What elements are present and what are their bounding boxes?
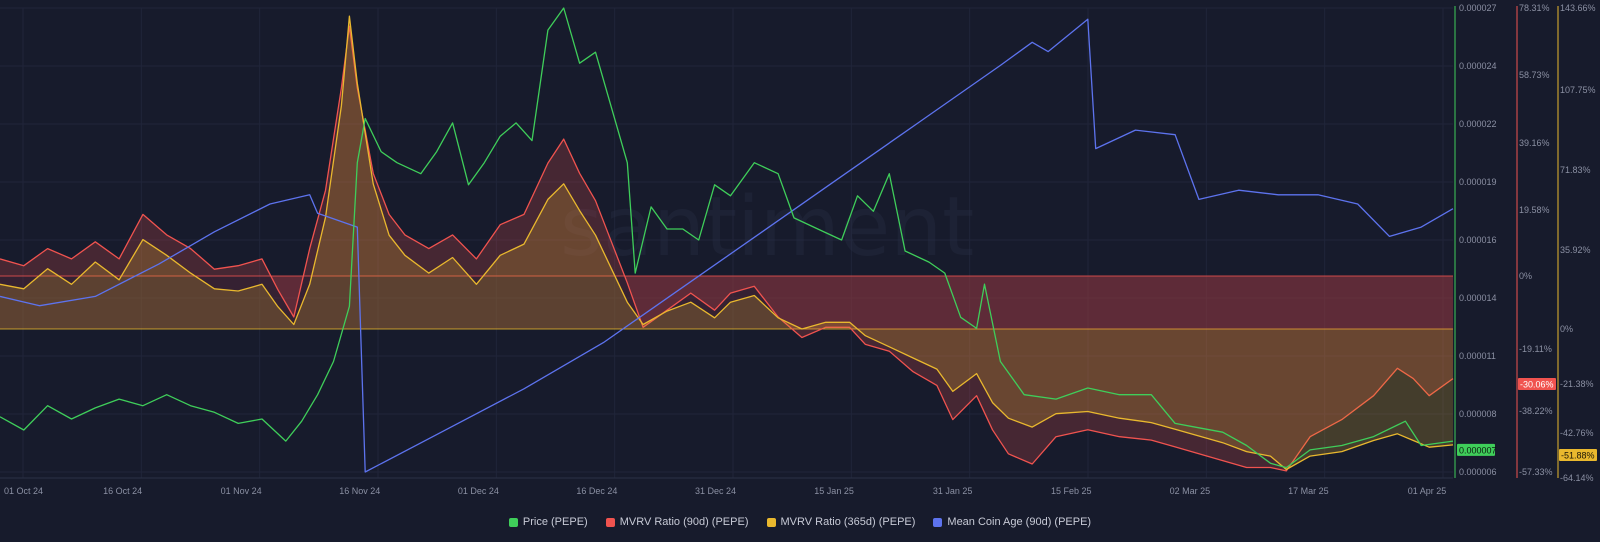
price-tick-label: 0.000008: [1459, 409, 1497, 419]
mvrv-ratio-90d-pepe-line: [0, 25, 1454, 472]
x-tick-label: 31 Dec 24: [695, 486, 736, 496]
price-pepe-line: [0, 7, 1454, 469]
axes-layer: 0.000027 0.000024 0.000022 0.000019 0.000016…: [1454, 3, 1597, 483]
mvrv90-tick-label: -57.33%: [1519, 467, 1553, 477]
mvrv365-tick-label: 35.92%: [1560, 245, 1591, 255]
x-tick-label: 02 Mar 25: [1170, 486, 1211, 496]
legend-label: Price (PEPE): [522, 516, 588, 528]
mvrv90-current-value: -30.06%: [1520, 380, 1554, 390]
chart-canvas: santiment 0.0000270.0000240.0000220.0000…: [0, 3, 1597, 496]
legend-item[interactable]: Price (PEPE): [508, 516, 588, 528]
mvrv90-current-badge: [1518, 378, 1556, 390]
legend-label: MVRV Ratio (365d) (PEPE): [780, 516, 916, 528]
price-tick-label: 0.000011: [1459, 351, 1496, 361]
price-tick-label: 0.000014: [1459, 293, 1497, 303]
legend-label: Mean Coin Age (90d) (PEPE): [947, 516, 1092, 528]
legend-swatch: [508, 517, 518, 527]
mvrv365-tick-label: 143.66%: [1560, 3, 1596, 13]
price-current-value: 0.000007: [1459, 445, 1497, 455]
price-tick-label: 0.000027: [1459, 3, 1497, 13]
santiment-watermark: santiment: [560, 180, 974, 275]
legend-item[interactable]: MVRV Ratio (90d) (PEPE): [605, 516, 749, 528]
mvrv90-tick-label: -38.22%: [1519, 406, 1553, 416]
x-tick-label: 01 Nov 24: [221, 486, 262, 496]
mvrv-zero-bands: [0, 275, 1453, 330]
x-tick-label: 15 Jan 25: [814, 486, 854, 496]
mvrv-ratio-90d-pepe-area: [0, 26, 1453, 471]
mvrv90-tick-label: 19.58%: [1519, 205, 1550, 215]
legend-item[interactable]: Mean Coin Age (90d) (PEPE): [933, 516, 1091, 528]
chart-legend: Price (PEPE) MVRV Ratio (90d) (PEPE) MVRV …: [0, 512, 1600, 532]
mvrv365-tick-label: 107.75%: [1560, 85, 1596, 95]
price-current-badge: [1457, 443, 1495, 456]
mvrv365-current-badge: [1559, 449, 1597, 461]
legend-swatch: [766, 517, 776, 527]
mvrv90-tick-label: 0%: [1519, 271, 1532, 281]
legend-swatch: [933, 517, 943, 527]
price-tick-label: 0.000016: [1459, 235, 1497, 245]
x-tick-label: 17 Mar 25: [1288, 486, 1329, 496]
x-axis: 01 Oct 24 16 Oct 24 01 Nov 24 16 Nov 24 01 D…: [0, 477, 1453, 496]
mvrv90-tick-label: -19.11%: [1519, 344, 1552, 354]
mvrv90-tick-label: 78.31%: [1519, 3, 1550, 13]
legend-swatch: [605, 517, 615, 527]
mvrv365-tick-label: 0%: [1560, 324, 1573, 334]
mean-coin-age-90d-pepe-line: [0, 18, 1454, 473]
x-tick-label: 01 Oct 24: [4, 486, 43, 496]
x-tick-label: 01 Dec 24: [458, 486, 499, 496]
mvrv365-tick-label: -42.76%: [1560, 428, 1594, 438]
price-tick-label: 0.000019: [1459, 177, 1497, 187]
mvrv90-tick-label: 58.73%: [1519, 70, 1550, 80]
x-tick-label: 16 Dec 24: [576, 486, 617, 496]
mvrv90-tick-label: 39.16%: [1519, 138, 1550, 148]
mvrv365-tick-label: 71.83%: [1560, 165, 1591, 175]
mvrv365-tick-label: -64.14%: [1560, 473, 1594, 483]
x-tick-label: 15 Feb 25: [1051, 486, 1092, 496]
legend-item[interactable]: MVRV Ratio (365d) (PEPE): [766, 516, 916, 528]
legend-label: MVRV Ratio (90d) (PEPE): [619, 516, 749, 528]
mvrv365-current-value: -51.88%: [1561, 451, 1595, 461]
price-tick-label: 0.000022: [1459, 119, 1497, 129]
price-tick-label: 0.000024: [1459, 61, 1497, 71]
x-tick-label: 01 Apr 25: [1408, 486, 1447, 496]
x-tick-label: 16 Oct 24: [103, 486, 142, 496]
mvrv-ratio-365d-pepe-line: [0, 15, 1454, 471]
x-tick-label: 16 Nov 24: [339, 486, 380, 496]
mvrv-zero-gap-band: [0, 276, 1453, 329]
series-layer: [0, 7, 1454, 473]
price-tick-label: 0.000006: [1459, 467, 1497, 477]
mvrv365-tick-label: -21.38%: [1560, 379, 1594, 389]
chart-grid: [0, 7, 1453, 478]
x-tick-label: 31 Jan 25: [933, 486, 973, 496]
